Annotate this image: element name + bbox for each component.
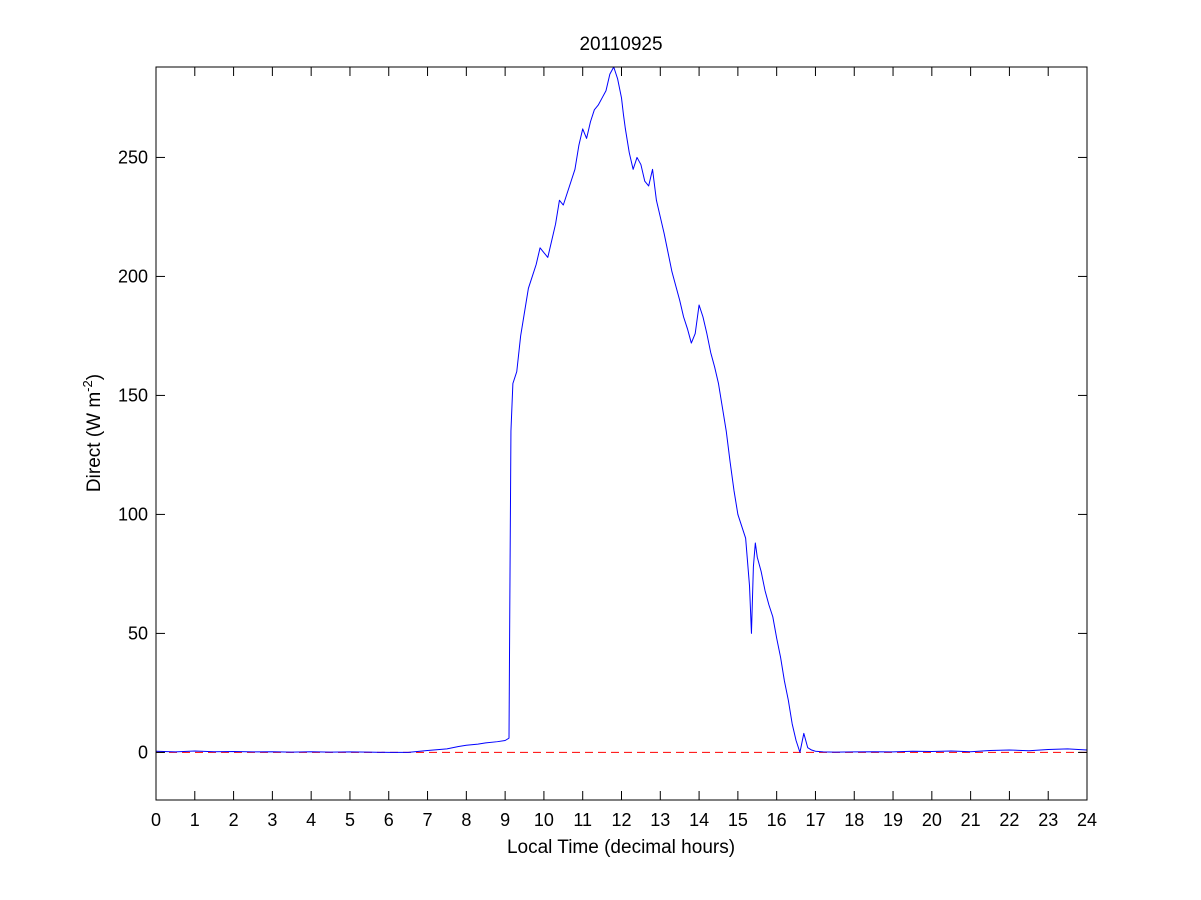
x-tick-label: 12 [611, 810, 631, 830]
x-tick-label: 0 [151, 810, 161, 830]
x-tick-label: 10 [534, 810, 554, 830]
series-line-direct [155, 66, 1088, 753]
x-axis-label: Local Time (decimal hours) [507, 837, 735, 858]
y-axis-label-main: Direct (W m [84, 392, 105, 492]
x-tick-label: 4 [306, 810, 316, 830]
y-tick-label: 200 [118, 266, 148, 286]
x-tick-label: 18 [844, 810, 864, 830]
x-tick-label: 11 [573, 810, 592, 830]
x-tick-label: 19 [883, 810, 903, 830]
y-axis-label-superscript: -2 [80, 380, 95, 392]
plot-area [156, 67, 1087, 800]
x-tick-label: 22 [999, 810, 1019, 830]
x-tick-label: 7 [423, 810, 433, 830]
x-tick-label: 6 [384, 810, 394, 830]
y-tick-label: 0 [138, 742, 148, 762]
y-tick-label: 100 [118, 504, 148, 524]
x-tick-label: 24 [1077, 810, 1097, 830]
x-tick-label: 20 [922, 810, 942, 830]
y-tick-label: 50 [128, 623, 148, 643]
x-tick-label: 1 [190, 810, 200, 830]
x-tick-label: 23 [1038, 810, 1058, 830]
x-tick-label: 13 [650, 810, 670, 830]
x-tick-label: 9 [500, 810, 510, 830]
chart-title: 20110925 [579, 34, 662, 55]
x-tick-label: 8 [461, 810, 471, 830]
x-tick-label: 14 [689, 810, 709, 830]
y-axis-label: Direct (W m-2) [80, 374, 105, 492]
x-tick-label: 21 [961, 810, 981, 830]
y-tick-label: 150 [118, 385, 148, 405]
x-tick-label: 3 [267, 810, 277, 830]
x-tick-label: 2 [229, 810, 239, 830]
x-tick-label: 15 [728, 810, 748, 830]
y-axis-label-close: ) [84, 374, 105, 380]
x-tick-label: 16 [767, 810, 787, 830]
x-tick-label: 17 [805, 810, 825, 830]
x-tick-label: 5 [345, 810, 355, 830]
y-tick-label: 250 [118, 147, 148, 167]
